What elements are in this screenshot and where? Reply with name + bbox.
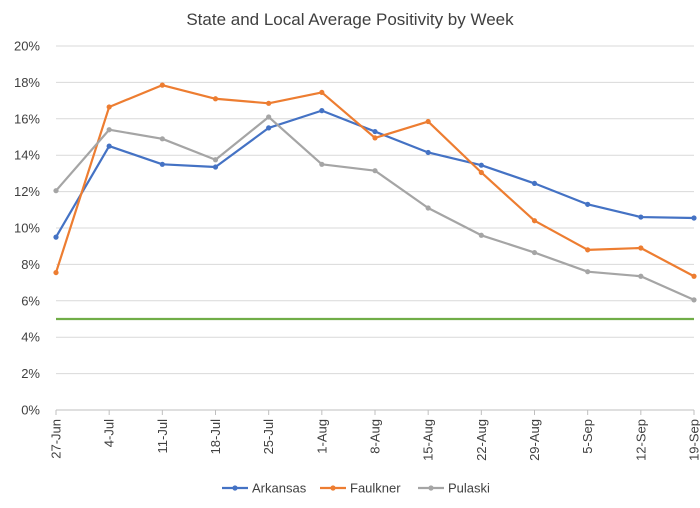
data-point [372,128,378,135]
legend-item-faulkner: Faulkner [320,481,401,496]
y-tick-label: 10% [14,221,40,236]
data-point [638,273,644,279]
data-point [372,135,378,141]
data-point [106,104,112,110]
data-point [266,100,272,106]
x-tick-label: 27-Jun [49,419,64,459]
x-tick-label: 1-Aug [314,419,329,454]
data-point [53,234,59,240]
y-tick-label: 4% [21,330,40,345]
data-point [159,161,165,167]
legend-item-arkansas: Arkansas [222,481,307,496]
y-tick-label: 12% [14,184,40,199]
data-point [53,269,59,276]
x-tick-label: 4-Jul [102,419,117,447]
x-tick-label: 18-Jul [208,419,223,455]
data-point [106,127,112,133]
data-point [478,162,484,168]
x-tick-label: 8-Aug [368,419,383,454]
data-point [372,168,378,174]
x-tick-label: 5-Sep [580,419,595,454]
legend-label: Arkansas [252,481,307,496]
y-tick-label: 6% [21,293,40,308]
data-point [638,214,644,220]
data-point [319,108,325,114]
data-point [478,169,484,176]
x-tick-label: 25-Jul [261,419,276,455]
x-axis-ticks: 27-Jun 4-Jul 11-Jul 18-Jul 25-Jul 1-Aug 8-Aug 1… [49,410,700,461]
data-point [212,96,219,102]
data-point [159,136,165,142]
legend: Arkansas Faulkner Pulaski [222,481,490,496]
data-point [531,180,538,187]
data-point [638,245,644,251]
data-point [691,273,697,279]
data-point [212,157,219,163]
data-point [425,149,431,156]
x-tick-label: 11-Jul [155,419,170,454]
data-point [478,232,484,238]
x-tick-label: 22-Aug [474,419,489,461]
data-point [266,125,272,131]
series-pulaski [53,114,697,303]
chart-title: State and Local Average Positivity by We… [186,10,514,29]
y-tick-label: 8% [21,257,40,272]
data-point [585,269,591,275]
gridlines [56,45,694,411]
legend-marker [232,485,238,491]
data-point [212,164,219,170]
data-point [585,247,591,253]
data-point [531,249,538,256]
series-line [55,115,695,301]
data-point [691,297,697,303]
data-point [266,114,272,120]
data-point [319,161,325,167]
y-tick-label: 16% [14,111,40,126]
series-arkansas [53,108,697,240]
legend-marker [428,485,434,491]
data-point [585,201,591,207]
y-tick-label: 2% [21,366,40,381]
legend-label: Faulkner [350,481,401,496]
data-point [425,205,431,211]
y-tick-label: 18% [14,75,40,90]
data-point [425,118,431,125]
y-tick-label: 0% [21,403,40,418]
data-point [319,89,325,96]
legend-item-pulaski: Pulaski [418,481,490,496]
series-faulkner [53,82,697,279]
x-tick-label: 19-Sep [687,419,700,461]
data-point [691,215,697,221]
x-tick-label: 12-Sep [633,419,648,461]
data-point [53,188,59,194]
series-line [54,84,695,278]
x-tick-label: 15-Aug [421,419,436,461]
data-point [106,143,112,149]
x-tick-label: 29-Aug [527,419,542,461]
legend-marker [330,485,336,491]
y-axis-ticks: 0% 2% 4% 6% 8% 10% 12% 14% 16% 18% 20% [14,39,40,418]
y-tick-label: 14% [14,148,40,163]
data-point [531,218,538,224]
data-point [159,82,165,88]
series-group [53,82,697,303]
legend-label: Pulaski [448,481,490,496]
y-tick-label: 20% [14,39,40,54]
